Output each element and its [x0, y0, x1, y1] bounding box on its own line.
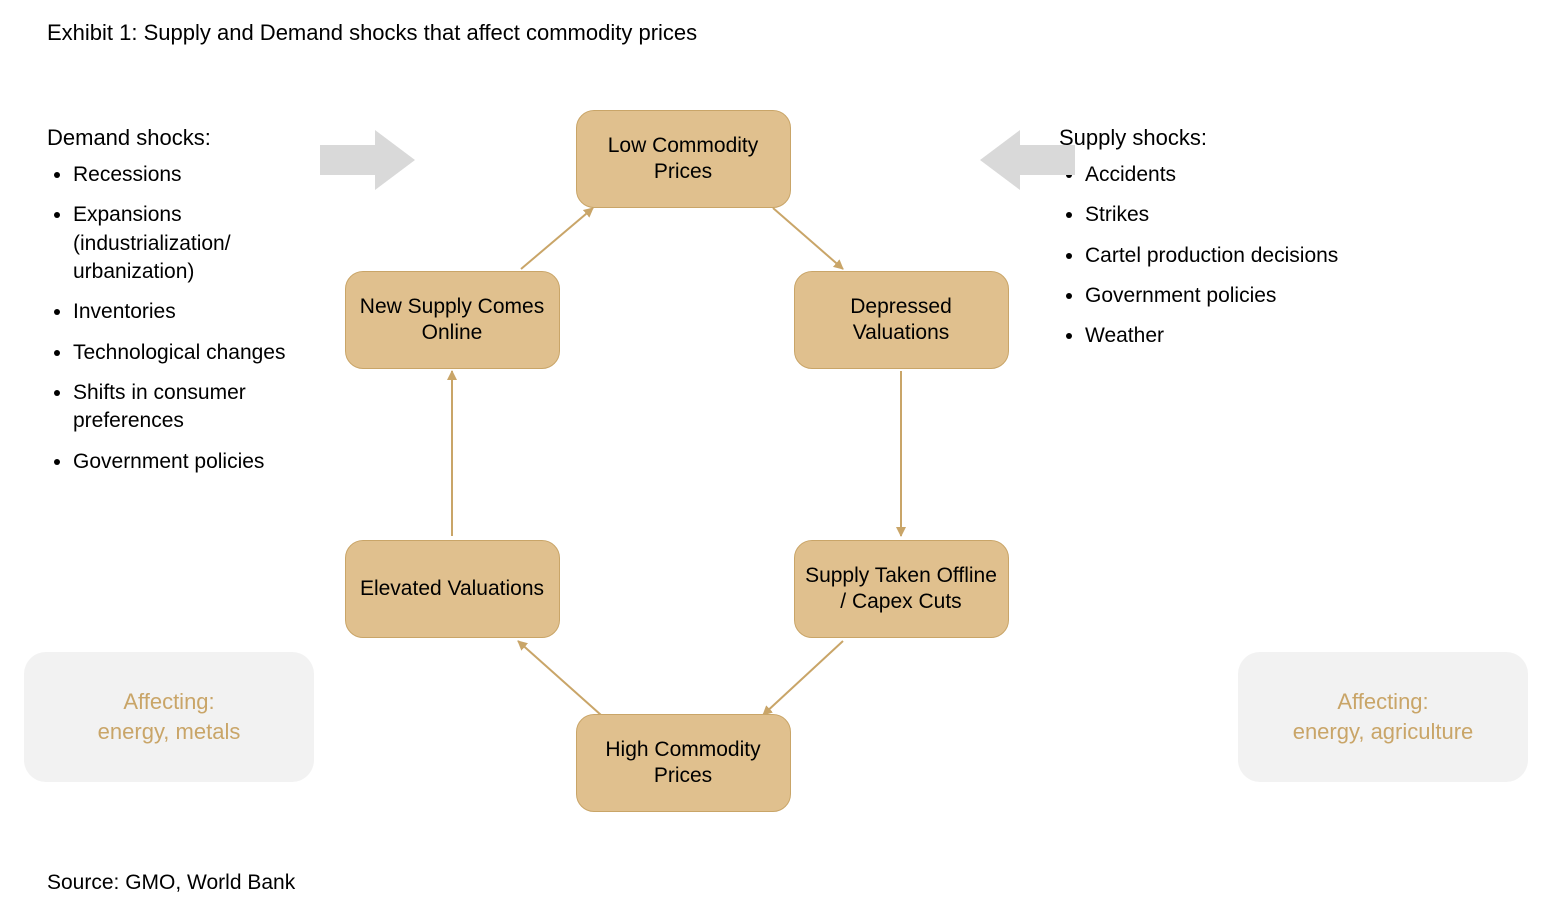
cycle-node-offline: Supply Taken Offline / Capex Cuts	[794, 540, 1009, 638]
supply-item: Government policies	[1085, 282, 1349, 310]
source-text: Source: GMO, World Bank	[47, 871, 295, 895]
cycle-node-newsupply: New Supply Comes Online	[345, 271, 560, 369]
commodity-cycle-diagram: Low Commodity PricesDepressed Valuations…	[323, 95, 1043, 875]
supply-shocks-list: Accidents Strikes Cartel production deci…	[1059, 161, 1349, 351]
demand-item: Technological changes	[73, 339, 337, 367]
demand-shocks-list: Recessions Expansions (industrialization…	[47, 161, 337, 476]
cycle-edge-low-to-depressed	[773, 208, 843, 269]
affecting-right-box: Affecting: energy, agriculture	[1238, 652, 1528, 782]
cycle-node-low: Low Commodity Prices	[576, 110, 791, 208]
cycle-node-high: High Commodity Prices	[576, 714, 791, 812]
cycle-node-elevated: Elevated Valuations	[345, 540, 560, 638]
affecting-right-label: Affecting:	[1337, 689, 1428, 714]
cycle-node-depressed: Depressed Valuations	[794, 271, 1009, 369]
cycle-edge-offline-to-high	[763, 641, 843, 715]
affecting-right-detail: energy, agriculture	[1293, 719, 1474, 744]
cycle-edge-newsupply-to-low	[521, 208, 593, 269]
demand-item: Recessions	[73, 161, 337, 189]
affecting-left-label: Affecting:	[123, 689, 214, 714]
affecting-left-detail: energy, metals	[98, 719, 241, 744]
supply-item: Cartel production decisions	[1085, 242, 1349, 270]
demand-shocks-block: Demand shocks: Recessions Expansions (in…	[47, 125, 337, 488]
affecting-left-box: Affecting: energy, metals	[24, 652, 314, 782]
demand-item: Shifts in consumer preferences	[73, 379, 337, 436]
supply-shocks-block: Supply shocks: Accidents Strikes Cartel …	[1059, 125, 1349, 363]
exhibit-title: Exhibit 1: Supply and Demand shocks that…	[47, 20, 697, 46]
supply-item: Weather	[1085, 322, 1349, 350]
cycle-edge-high-to-elevated	[518, 641, 601, 715]
demand-shocks-heading: Demand shocks:	[47, 125, 337, 151]
demand-item: Government policies	[73, 448, 337, 476]
demand-item: Inventories	[73, 298, 337, 326]
demand-item: Expansions (industrialization/ urbanizat…	[73, 201, 337, 286]
supply-item: Accidents	[1085, 161, 1349, 189]
supply-item: Strikes	[1085, 201, 1349, 229]
supply-shocks-heading: Supply shocks:	[1059, 125, 1349, 151]
